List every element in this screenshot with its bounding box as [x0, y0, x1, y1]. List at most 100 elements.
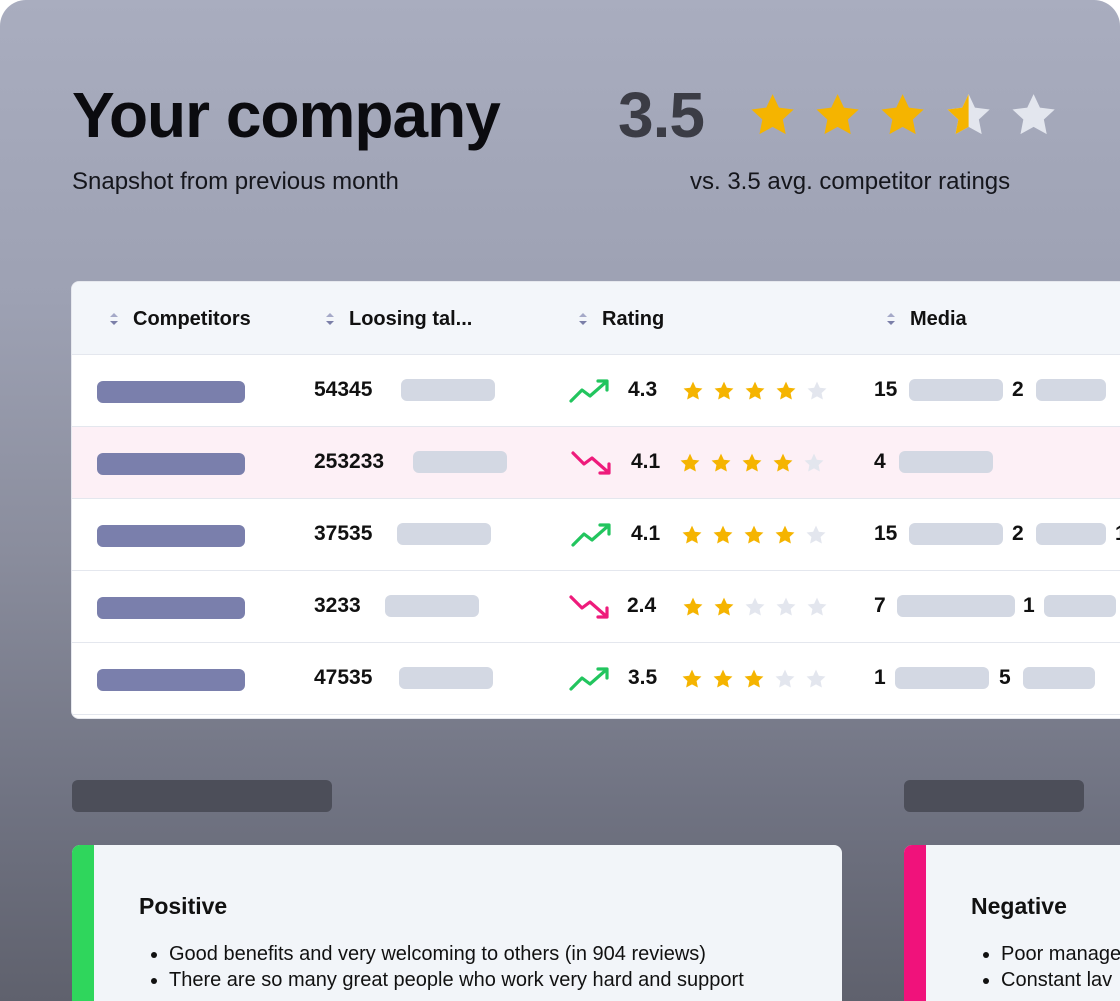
- trend-down-icon: [569, 595, 609, 619]
- star-icon: [776, 381, 796, 400]
- media-count: 15: [874, 522, 898, 545]
- rating-stars: [681, 524, 827, 546]
- list-item: Good benefits and very welcoming to othe…: [169, 941, 744, 967]
- page-subtitle: Snapshot from previous month: [72, 168, 399, 195]
- star-icon: [881, 94, 925, 135]
- table-row[interactable]: 253233 4.1 4: [72, 427, 1120, 499]
- table-row[interactable]: 3233 2.4 7 1: [72, 571, 1120, 643]
- column-header-rating[interactable]: Rating: [602, 308, 665, 330]
- star-icon: [711, 453, 731, 472]
- media-placeholder: [909, 379, 1003, 401]
- star-icon: [714, 597, 734, 616]
- star-icon: [683, 381, 703, 400]
- trend-up-icon: [569, 667, 609, 691]
- negative-accent-bar: [904, 845, 926, 1001]
- media-placeholder: [897, 595, 1015, 617]
- media-count: 1: [874, 666, 886, 689]
- positive-list: Good benefits and very welcoming to othe…: [139, 941, 744, 993]
- table-row[interactable]: 37535 4.1 15 2 1: [72, 499, 1120, 571]
- loosing-talent-value: 37535: [314, 522, 373, 545]
- star-icon: [713, 525, 733, 544]
- media-placeholder: [909, 523, 1003, 545]
- overall-star-rating: [748, 90, 1058, 142]
- sort-icon[interactable]: [109, 312, 119, 326]
- star-icon: [773, 453, 793, 472]
- table-header: Competitors Loosing tal... Rating Media: [72, 282, 1120, 355]
- star-icon: [713, 669, 733, 688]
- star-icon: [775, 669, 795, 688]
- loosing-talent-value: 54345: [314, 378, 373, 401]
- star-icon: [776, 597, 796, 616]
- rating-stars: [679, 452, 825, 474]
- negative-section-heading-placeholder: [904, 780, 1084, 812]
- column-header-loosing-talent[interactable]: Loosing tal...: [349, 308, 473, 330]
- star-icon: [751, 94, 794, 135]
- star-icon: [816, 94, 859, 135]
- sort-icon[interactable]: [578, 312, 588, 326]
- star-icon: [807, 381, 827, 400]
- media-count: 15: [874, 378, 898, 401]
- page-title: Your company: [72, 79, 501, 151]
- loosing-talent-value: 47535: [314, 666, 373, 689]
- positive-feedback-panel: Positive Good benefits and very welcomin…: [72, 845, 842, 1001]
- star-icon: [807, 597, 827, 616]
- loosing-talent-value: 253233: [314, 450, 385, 473]
- trend-up-icon: [571, 523, 611, 547]
- star-icon: [775, 525, 795, 544]
- competitor-name-placeholder: [97, 597, 245, 619]
- list-item: There are so many great people who work …: [169, 967, 744, 993]
- negative-feedback-panel: Negative Poor manage Constant lav: [904, 845, 1120, 1001]
- negative-title: Negative: [971, 893, 1067, 919]
- media-placeholder: [895, 667, 989, 689]
- media-count: 2: [1012, 522, 1024, 545]
- rating-stars: [681, 668, 827, 690]
- list-item: Constant lav: [1001, 967, 1120, 993]
- media-placeholder: [1036, 379, 1106, 401]
- talent-placeholder: [413, 451, 507, 473]
- rating-value: 3.5: [628, 666, 658, 689]
- star-icon: [806, 669, 826, 688]
- competitor-name-placeholder: [97, 669, 245, 691]
- trend-up-icon: [569, 379, 609, 403]
- rating-value: 4.3: [628, 378, 658, 401]
- star-icon: [1012, 94, 1055, 135]
- negative-list: Poor manage Constant lav: [971, 941, 1120, 993]
- media-placeholder: [899, 451, 993, 473]
- star-icon: [680, 453, 700, 472]
- talent-placeholder: [397, 523, 491, 545]
- positive-accent-bar: [72, 845, 94, 1001]
- rating-stars: [682, 380, 828, 402]
- talent-placeholder: [385, 595, 479, 617]
- rating-value: 4.1: [631, 522, 661, 545]
- rating-stars: [682, 596, 828, 618]
- media-placeholder: [1036, 523, 1106, 545]
- sort-icon[interactable]: [325, 312, 335, 326]
- table-row[interactable]: 54345 4.3 15 2: [72, 355, 1120, 427]
- competitor-name-placeholder: [97, 525, 245, 547]
- sort-icon[interactable]: [886, 312, 896, 326]
- rating-value: 2.4: [627, 594, 657, 617]
- star-icon: [745, 597, 765, 616]
- competitor-comparison: vs. 3.5 avg. competitor ratings: [690, 168, 1011, 195]
- competitor-name-placeholder: [97, 453, 245, 475]
- media-count: 7: [874, 594, 886, 617]
- table-row[interactable]: 47535 3.5 1 5: [72, 643, 1120, 715]
- star-icon: [804, 453, 824, 472]
- talent-placeholder: [401, 379, 495, 401]
- star-icon: [683, 597, 703, 616]
- talent-placeholder: [399, 667, 493, 689]
- media-placeholder: [1023, 667, 1095, 689]
- positive-title: Positive: [139, 893, 228, 919]
- media-count: 5: [999, 666, 1011, 689]
- star-icon: [745, 381, 765, 400]
- half-star-icon: [947, 94, 990, 135]
- star-icon: [744, 669, 764, 688]
- trend-down-icon: [571, 451, 611, 475]
- column-header-competitors[interactable]: Competitors: [133, 308, 251, 330]
- rating-value: 4.1: [631, 450, 661, 473]
- column-header-media[interactable]: Media: [910, 308, 967, 330]
- star-icon: [682, 525, 702, 544]
- media-count: 1: [1115, 522, 1120, 546]
- overall-score: 3.5: [618, 79, 705, 151]
- competitors-table: Competitors Loosing tal... Rating Media …: [71, 281, 1120, 719]
